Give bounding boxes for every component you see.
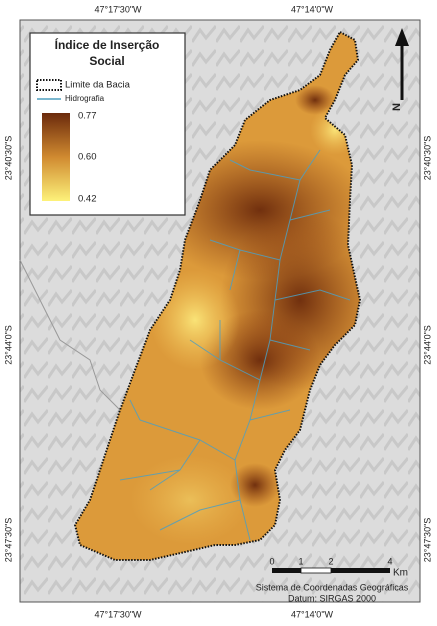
coord-label: 23°47'30"S (422, 518, 432, 563)
credit: Sistema de Coordenadas Geográficas (256, 582, 409, 592)
legend-label: Limite da Bacia (65, 80, 131, 91)
scale-label: 4 (387, 556, 392, 566)
legend: Índice de Inserção Social Limite da Baci… (29, 32, 186, 216)
scale-unit: Km (393, 568, 408, 579)
credit: Datum: SIRGAS 2000 (288, 593, 376, 603)
coord-label: 23°40'30"S (422, 136, 432, 181)
road (19, 259, 131, 421)
scale-label: 0 (269, 556, 274, 566)
scale-bar: 0 1 2 4 Km (269, 556, 408, 578)
coord-label: 23°44'0"S (422, 325, 432, 365)
coord-label: 47°17'30"W (94, 609, 142, 619)
coord-label: 47°17'30"W (94, 4, 142, 14)
north-arrow: N (391, 28, 409, 111)
coord-label: 23°40'30"S (3, 136, 13, 181)
north-label: N (391, 103, 403, 111)
ramp-label: 0.60 (78, 152, 97, 163)
coord-label: 23°44'0"S (3, 325, 13, 365)
coord-label: 47°14'0"W (291, 609, 334, 619)
ramp-label: 0.42 (78, 194, 97, 205)
scale-label: 2 (328, 556, 333, 566)
ramp-label: 0.77 (78, 111, 97, 122)
coord-label: 23°47'30"S (3, 518, 13, 563)
scale-label: 1 (298, 556, 303, 566)
legend-title: Índice de Inserção (55, 37, 160, 52)
coord-label: 47°14'0"W (291, 4, 334, 14)
basin-boundary (73, 30, 362, 561)
legend-label: Hidrografia (65, 94, 105, 103)
legend-title: Social (89, 54, 124, 68)
